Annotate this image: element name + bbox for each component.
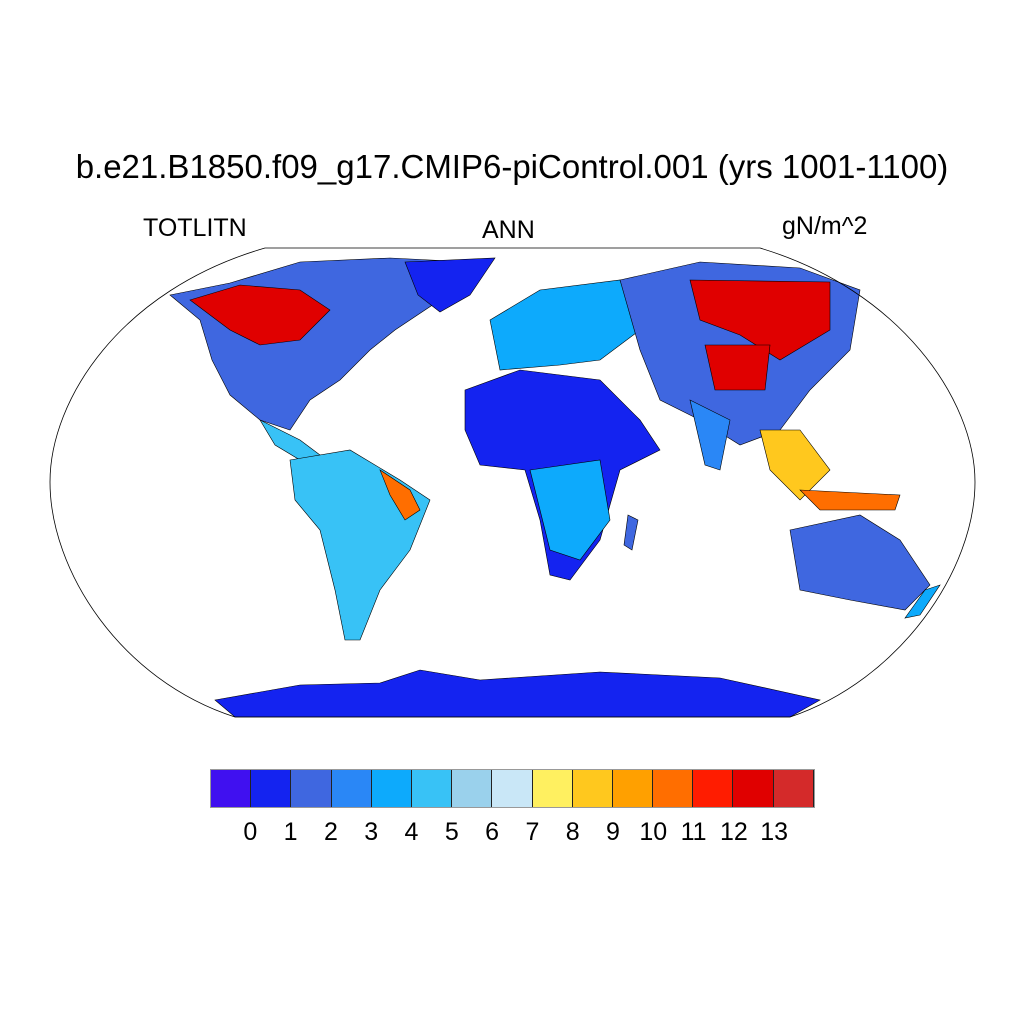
colorbar-swatch — [733, 770, 774, 807]
india-region — [689, 399, 731, 471]
colorbar-swatch — [612, 770, 654, 807]
colorbar-label: 5 — [444, 818, 459, 846]
colorbar-label: 13 — [760, 818, 789, 846]
season-label: ANN — [482, 216, 535, 244]
colorbar-labels: 0 1 2 3 4 5 6 7 8 9 10 11 12 13 — [210, 818, 815, 848]
colorbar-label: 10 — [639, 818, 668, 846]
colorbar-label: 0 — [243, 818, 258, 846]
colorbar-swatch — [492, 770, 533, 807]
greenland-region — [404, 257, 496, 313]
colorbar-swatch — [653, 770, 694, 807]
south-america-region — [289, 449, 431, 641]
colorbar-swatch — [452, 770, 493, 807]
colorbar-swatch — [291, 770, 332, 807]
colorbar-swatch — [532, 770, 573, 807]
colorbar-swatch — [331, 770, 372, 807]
colorbar-label: 11 — [680, 818, 707, 846]
madagascar-region — [623, 514, 639, 551]
colorbar-label: 7 — [525, 818, 540, 846]
colorbar-swatch — [211, 770, 252, 807]
colorbar-label: 9 — [606, 818, 620, 846]
map-outline — [49, 247, 976, 718]
colorbar-label: 6 — [485, 818, 500, 846]
plot-title: b.e21.B1850.f09_g17.CMIP6-piControl.001 … — [75, 148, 949, 185]
indonesia-region — [799, 489, 901, 511]
units-label: gN/m^2 — [782, 212, 868, 240]
colorbar-swatch — [251, 770, 292, 807]
tibet-region — [704, 344, 771, 391]
colorbar-swatch — [693, 770, 734, 807]
colorbar-label: 4 — [404, 818, 419, 846]
colorbar-swatch — [773, 770, 814, 807]
colorbar — [210, 769, 815, 808]
colorbar-label: 12 — [719, 818, 748, 846]
colorbar-label: 1 — [283, 818, 298, 846]
colorbar-swatch — [411, 770, 453, 807]
colorbar-label: 2 — [323, 818, 338, 846]
colorbar-label: 8 — [565, 818, 580, 846]
colorbar-swatch — [371, 770, 412, 807]
se-asia-region — [759, 429, 831, 501]
colorbar-swatch — [572, 770, 613, 807]
variable-label: TOTLITN — [143, 214, 247, 242]
amazon-edge-region — [379, 469, 421, 521]
central-africa-region — [529, 459, 611, 561]
alaska-canada-high-region — [189, 284, 331, 346]
antarctica-region — [214, 669, 821, 718]
new-zealand-region — [904, 584, 941, 619]
australia-region — [789, 514, 931, 611]
europe-region — [489, 279, 641, 371]
colorbar-label: 3 — [364, 818, 379, 846]
siberia-region — [689, 279, 831, 361]
